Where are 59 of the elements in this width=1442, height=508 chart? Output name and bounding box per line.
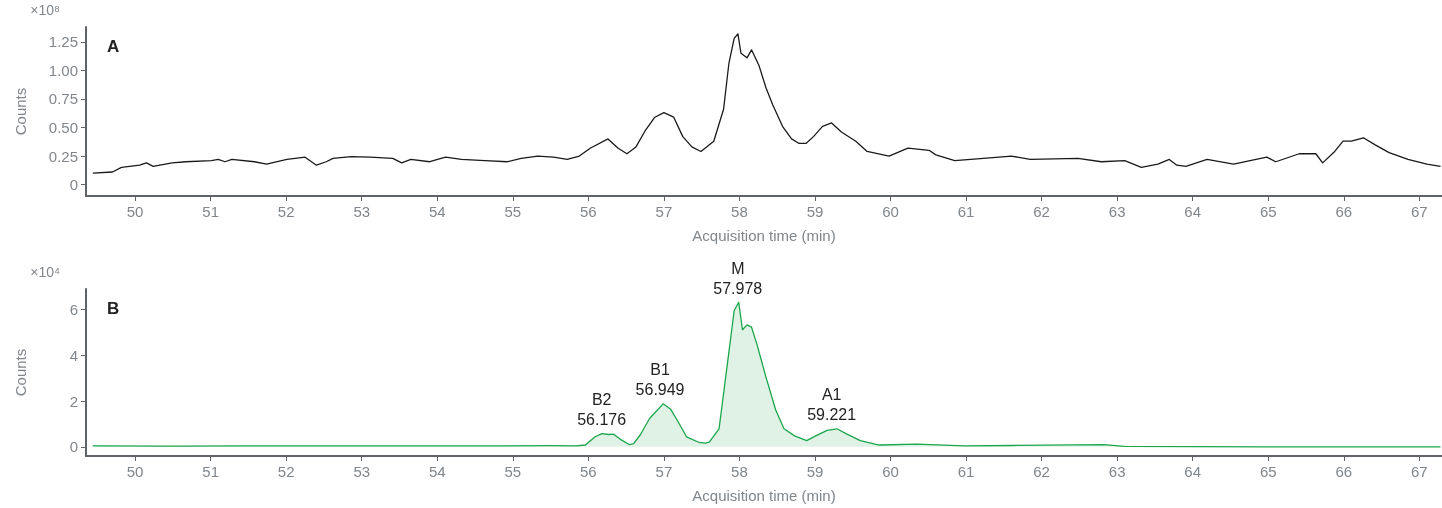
x-tick-label: 63	[1108, 203, 1126, 220]
y-tick-label: 1.25	[48, 33, 78, 51]
y-tick-label: 0.50	[48, 118, 78, 136]
x-tick-label: 52	[277, 203, 295, 220]
y-axis-title: Counts	[12, 348, 29, 397]
x-tick-label: 51	[202, 203, 219, 220]
x-tick-label: 54	[428, 463, 446, 480]
annotation: B1 56.949	[635, 361, 685, 399]
text: ×10⁸	[30, 2, 61, 18]
x-tick-label: 50	[126, 463, 144, 480]
x-tick-label: 62	[1033, 463, 1050, 480]
text: ×10⁴	[30, 264, 60, 280]
annotation: B2 56.176	[577, 391, 627, 429]
line-series	[92, 33, 1442, 174]
x-tick-label: 66	[1335, 463, 1353, 480]
annotation: A1 59.221	[807, 386, 857, 424]
x-tick-label: 55	[504, 203, 522, 220]
x-tick-label: 64	[1184, 463, 1202, 480]
annotation: M 57.978	[713, 259, 763, 297]
x-tick-label: 60	[882, 203, 899, 220]
x-tick-label: 57	[655, 203, 673, 220]
x-tick-label: 55	[504, 463, 522, 480]
y-axis-title: Counts	[12, 87, 29, 136]
y-tick-label: 0	[69, 438, 78, 456]
x-tick-label: 56	[580, 463, 597, 480]
x-tick-label: 61	[957, 463, 975, 480]
y-tick-label: 4	[69, 346, 78, 364]
x-axis-title: Acquisition time (min)	[692, 227, 836, 244]
x-tick-label: 53	[353, 463, 371, 480]
x-tick-label: 58	[731, 203, 748, 220]
y-tick-label: 1.00	[48, 61, 78, 79]
x-tick-label: 67	[1410, 203, 1428, 220]
y-tick-label: 0.25	[48, 147, 78, 165]
x-tick-label: 60	[882, 463, 899, 480]
x-tick-label: 59	[806, 203, 824, 220]
y-tick-label: 6	[69, 301, 78, 319]
x-axis-title: Acquisition time (min)	[692, 487, 836, 504]
x-tick-label: 64	[1184, 203, 1202, 220]
x-tick-label: 53	[353, 203, 371, 220]
x-tick-label: 56	[580, 203, 597, 220]
x-tick-label: 51	[202, 463, 219, 480]
x-tick-label: 50	[126, 203, 144, 220]
y-tick-label: 0	[69, 176, 78, 194]
x-tick-label: 57	[655, 463, 673, 480]
text: A	[107, 37, 120, 56]
x-tick-label: 65	[1259, 463, 1277, 480]
x-tick-label: 67	[1410, 463, 1428, 480]
x-tick-label: 61	[957, 203, 975, 220]
x-tick-label: 52	[277, 463, 295, 480]
x-tick-label: 63	[1108, 463, 1126, 480]
x-tick-label: 62	[1033, 203, 1050, 220]
y-tick-label: 0.75	[48, 90, 78, 108]
text: B	[107, 299, 120, 318]
x-tick-label: 65	[1259, 203, 1277, 220]
y-tick-label: 2	[69, 392, 78, 410]
x-tick-label: 54	[428, 203, 446, 220]
x-tick-label: 59	[806, 463, 824, 480]
x-tick-label: 66	[1335, 203, 1353, 220]
x-tick-label: 58	[731, 463, 748, 480]
